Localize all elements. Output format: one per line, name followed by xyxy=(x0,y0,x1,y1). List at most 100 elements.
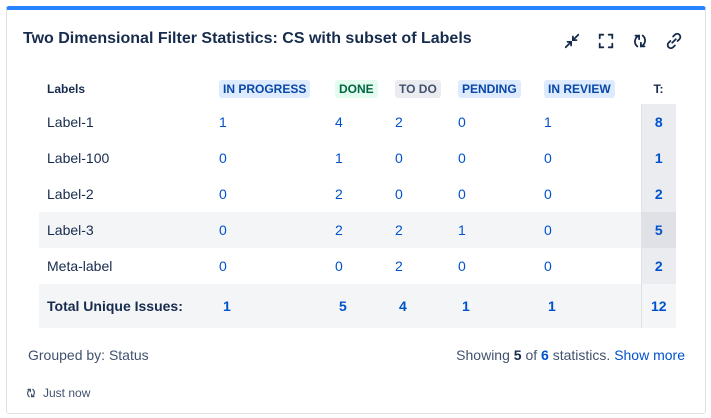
stat-link[interactable]: 0 xyxy=(219,150,227,166)
statistics-table: Labels IN PROGRESS DONE TO DO PENDING IN… xyxy=(39,74,676,328)
total-link[interactable]: 4 xyxy=(399,298,407,314)
stat-cell: 2 xyxy=(335,176,395,212)
stat-link[interactable]: 0 xyxy=(544,258,552,274)
stat-link[interactable]: 2 xyxy=(395,114,403,130)
total-cell: 4 xyxy=(395,284,458,328)
stat-link[interactable]: 0 xyxy=(395,186,403,202)
stat-cell: 0 xyxy=(544,176,641,212)
row-total-link[interactable]: 8 xyxy=(654,114,663,130)
status-lozenge: IN PROGRESS xyxy=(219,80,311,98)
row-label: Meta-label xyxy=(47,258,113,274)
stat-cell: 2 xyxy=(335,212,395,248)
stat-link[interactable]: 0 xyxy=(544,222,552,238)
stat-cell: 1 xyxy=(219,104,335,140)
status-lozenge: PENDING xyxy=(458,80,521,98)
column-header-pending[interactable]: PENDING xyxy=(458,74,544,104)
stat-link[interactable]: 1 xyxy=(335,150,343,166)
stat-link[interactable]: 0 xyxy=(458,150,466,166)
stat-link[interactable]: 2 xyxy=(395,258,403,274)
grand-total-cell: 12 xyxy=(640,284,676,328)
stat-link[interactable]: 0 xyxy=(544,186,552,202)
row-total-link[interactable]: 2 xyxy=(654,186,663,202)
total-cell: 1 xyxy=(458,284,544,328)
row-total-link[interactable]: 2 xyxy=(654,258,663,274)
column-header-in-review[interactable]: IN REVIEW xyxy=(544,74,641,104)
stat-link[interactable]: 0 xyxy=(544,150,552,166)
last-refreshed: Just now xyxy=(25,386,90,400)
stat-link[interactable]: 0 xyxy=(458,114,466,130)
refreshed-time: Just now xyxy=(43,386,91,400)
column-header-done[interactable]: DONE xyxy=(335,74,395,104)
stat-cell: 0 xyxy=(458,176,544,212)
stat-link[interactable]: 2 xyxy=(335,186,343,202)
stat-cell: 2 xyxy=(395,104,458,140)
table-row: Label-1 1 4 2 0 1 8 xyxy=(39,104,676,140)
link-icon[interactable] xyxy=(663,30,685,52)
stat-link[interactable]: 0 xyxy=(219,258,227,274)
total-row: Total Unique Issues: 1 5 4 1 1 12 xyxy=(39,284,676,328)
row-total-link[interactable]: 5 xyxy=(654,222,663,238)
stat-cell: 0 xyxy=(219,176,335,212)
minimize-icon[interactable] xyxy=(561,30,583,52)
gadget-actions xyxy=(561,30,685,52)
stat-cell: 0 xyxy=(458,248,544,284)
table-row: Label-100 0 1 0 0 0 1 xyxy=(39,140,676,176)
table-row: Meta-label 0 0 2 0 0 2 xyxy=(39,248,676,284)
stat-cell: 2 xyxy=(395,212,458,248)
total-cell: 1 xyxy=(544,284,641,328)
grouped-by-text: Grouped by: Status xyxy=(28,347,149,363)
stat-link[interactable]: 1 xyxy=(544,114,552,130)
stat-link[interactable]: 0 xyxy=(458,258,466,274)
row-total-cell: 8 xyxy=(640,104,676,140)
total-link[interactable]: 1 xyxy=(462,298,470,314)
table-row: Label-3 0 2 2 1 0 5 xyxy=(39,212,676,248)
stat-cell: 4 xyxy=(335,104,395,140)
total-column-header[interactable]: T: xyxy=(653,82,664,96)
stat-link[interactable]: 0 xyxy=(219,186,227,202)
row-label: Label-1 xyxy=(47,114,94,130)
statistics-table-container: Labels IN PROGRESS DONE TO DO PENDING IN… xyxy=(39,74,676,328)
row-total-cell: 1 xyxy=(640,140,676,176)
total-cell: 1 xyxy=(219,284,335,328)
labels-column-header[interactable]: Labels xyxy=(47,82,86,96)
stat-link[interactable]: 1 xyxy=(219,114,227,130)
refresh-icon[interactable] xyxy=(629,30,651,52)
table-header-row: Labels IN PROGRESS DONE TO DO PENDING IN… xyxy=(39,74,676,104)
stat-link[interactable]: 2 xyxy=(395,222,403,238)
stat-cell: 0 xyxy=(395,176,458,212)
shown-count: 5 xyxy=(513,347,522,363)
fullscreen-icon[interactable] xyxy=(595,30,617,52)
stat-cell: 0 xyxy=(335,248,395,284)
stat-link[interactable]: 2 xyxy=(335,222,343,238)
table-row: Label-2 0 2 0 0 0 2 xyxy=(39,176,676,212)
refresh-small-icon xyxy=(27,388,35,398)
stat-cell: 0 xyxy=(458,140,544,176)
total-cell: 5 xyxy=(335,284,395,328)
total-link[interactable]: 1 xyxy=(223,298,231,314)
grand-total-link[interactable]: 12 xyxy=(650,298,667,314)
stat-link[interactable]: 0 xyxy=(395,150,403,166)
stat-link[interactable]: 1 xyxy=(458,222,466,238)
column-header-to-do[interactable]: TO DO xyxy=(395,74,458,104)
stat-cell: 0 xyxy=(544,212,641,248)
stat-cell: 0 xyxy=(544,140,641,176)
column-header-in-progress[interactable]: IN PROGRESS xyxy=(219,74,335,104)
row-total-cell: 2 xyxy=(640,248,676,284)
status-lozenge: DONE xyxy=(335,80,378,98)
stat-link[interactable]: 4 xyxy=(335,114,343,130)
show-more-link[interactable]: Show more xyxy=(614,347,685,363)
stat-cell: 0 xyxy=(544,248,641,284)
stat-cell: 1 xyxy=(458,212,544,248)
status-lozenge: TO DO xyxy=(395,80,441,98)
row-total-link[interactable]: 1 xyxy=(654,150,663,166)
stat-link[interactable]: 0 xyxy=(219,222,227,238)
stat-cell: 0 xyxy=(395,140,458,176)
row-label: Label-100 xyxy=(47,150,110,166)
row-total-cell: 2 xyxy=(640,176,676,212)
stat-link[interactable]: 0 xyxy=(458,186,466,202)
gadget-card: Two Dimensional Filter Statistics: CS wi… xyxy=(6,6,706,414)
total-link[interactable]: 1 xyxy=(548,298,556,314)
total-link[interactable]: 5 xyxy=(339,298,347,314)
stat-link[interactable]: 0 xyxy=(335,258,343,274)
gadget-title: Two Dimensional Filter Statistics: CS wi… xyxy=(23,30,472,47)
